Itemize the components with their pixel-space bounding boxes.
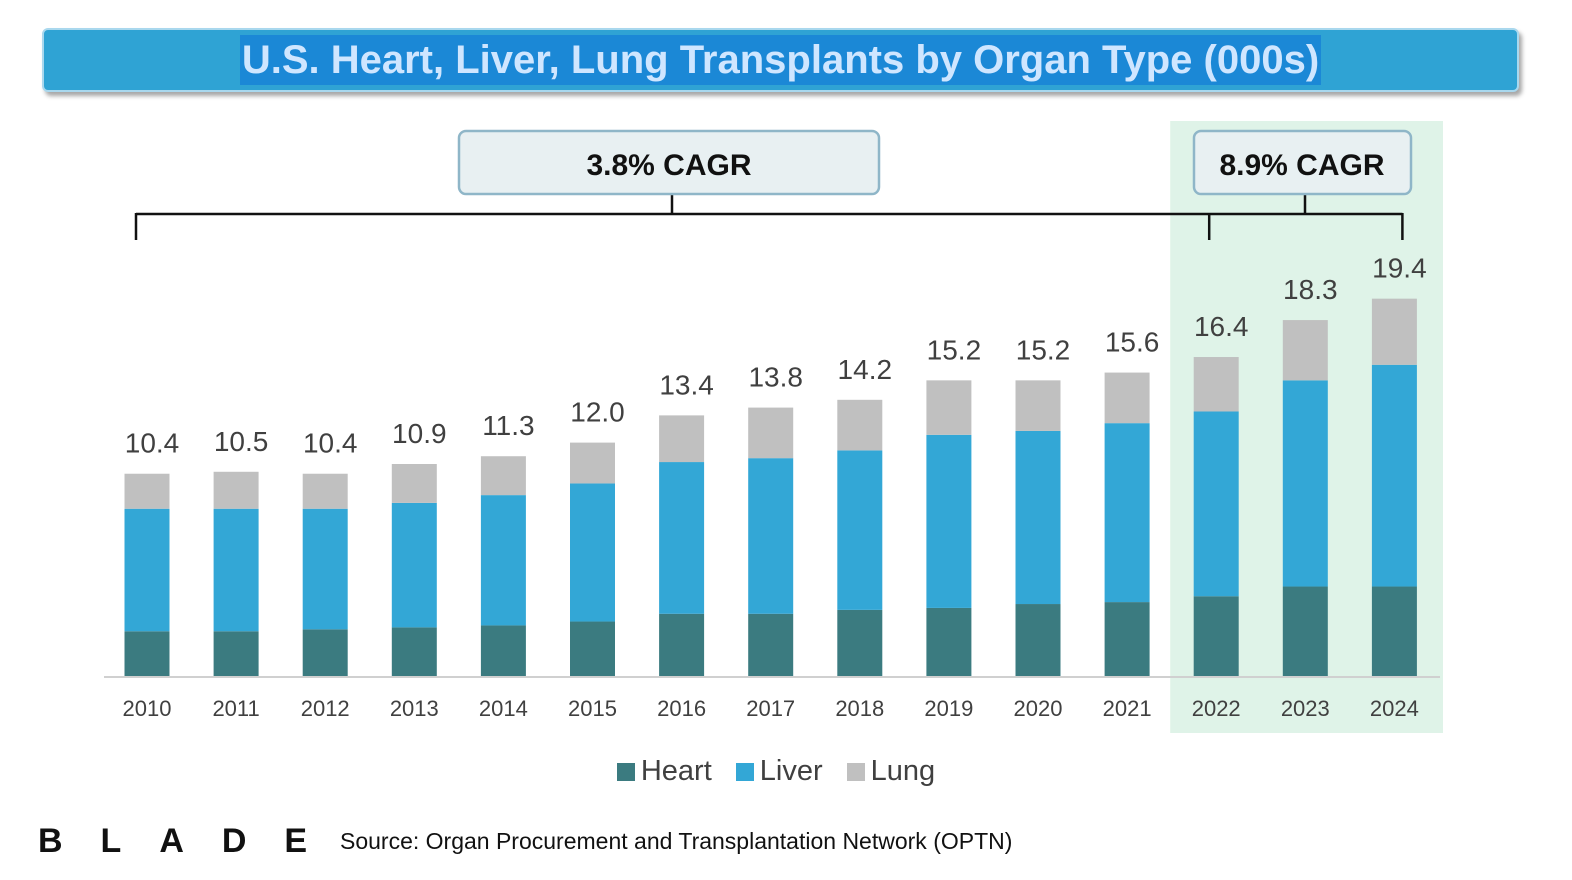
bar-liver-2024: [1371, 364, 1417, 587]
total-label-2023: 18.3: [1283, 274, 1338, 305]
x-tick-label-2024: 2024: [1370, 696, 1419, 721]
x-tick-label-2012: 2012: [301, 696, 350, 721]
legend-label: Heart: [640, 755, 712, 787]
total-label-2015: 12.0: [570, 397, 625, 428]
x-tick-label-2019: 2019: [924, 696, 973, 721]
bar-heart-2019: [926, 607, 972, 676]
bar-lung-2023: [1282, 320, 1328, 381]
bar-liver-2015: [570, 483, 615, 622]
total-label-2022: 16.4: [1194, 311, 1249, 342]
bar-liver-2020: [1015, 430, 1061, 605]
bar-lung-2012: [302, 473, 348, 509]
total-label-2014: 11.3: [482, 410, 534, 441]
legend-swatch-heart: [616, 762, 635, 781]
bar-lung-2010: [124, 473, 170, 509]
bar-liver-2010: [124, 508, 170, 632]
bar-heart-2012: [302, 629, 348, 676]
bar-liver-2011: [213, 508, 259, 632]
x-tick-label-2023: 2023: [1281, 696, 1330, 721]
title-bar: U.S. Heart, Liver, Lung Transplants by O…: [42, 28, 1519, 92]
bar-heart-2017: [748, 613, 794, 676]
cagr-box-1: [457, 129, 881, 196]
total-label-2017: 13.8: [748, 362, 803, 393]
cagr-label-2: 8.9% CAGR: [1219, 149, 1384, 182]
bar-heart-2015: [570, 621, 615, 676]
bar-heart-2011: [213, 631, 259, 676]
bar-lung-2021: [1104, 372, 1150, 424]
total-label-2021: 15.6: [1105, 327, 1160, 358]
total-label-2024: 19.4: [1372, 253, 1427, 284]
bar-liver-2021: [1104, 423, 1150, 603]
legend: Heart Liver Lung: [0, 755, 1552, 788]
bar-liver-2018: [837, 450, 883, 610]
legend-label: Lung: [870, 755, 936, 787]
bar-lung-2018: [837, 399, 883, 451]
total-label-2020: 15.2: [1016, 334, 1071, 365]
bar-lung-2020: [1015, 380, 1061, 431]
bar-heart-2024: [1371, 586, 1417, 676]
bar-lung-2017: [748, 407, 794, 459]
bar-lung-2022: [1193, 357, 1239, 412]
legend-swatch-lung: [846, 762, 865, 781]
bar-heart-2010: [124, 631, 170, 676]
bar-heart-2014: [480, 625, 526, 676]
total-label-2018: 14.2: [838, 354, 893, 385]
x-tick-label-2013: 2013: [390, 696, 439, 721]
bar-lung-2024: [1371, 298, 1417, 365]
cagr-label-1: 3.8% CAGR: [586, 149, 751, 182]
bar-heart-2020: [1015, 604, 1061, 676]
total-label-2010: 10.4: [125, 428, 180, 459]
x-tick-label-2021: 2021: [1103, 696, 1152, 721]
x-tick-label-2018: 2018: [835, 696, 884, 721]
total-label-2019: 15.2: [927, 334, 982, 365]
bar-liver-2016: [659, 462, 705, 614]
bar-lung-2019: [926, 380, 972, 435]
bar-liver-2012: [302, 508, 348, 630]
blade-logo: BLADE: [38, 822, 346, 860]
total-label-2011: 10.5: [214, 426, 269, 457]
source-note: Source: Organ Procurement and Transplant…: [340, 828, 1013, 854]
legend-label: Liver: [759, 755, 823, 787]
legend-item-lung: Lung: [846, 755, 936, 788]
x-tick-label-2014: 2014: [479, 696, 528, 721]
bar-liver-2013: [391, 502, 437, 628]
x-tick-label-2016: 2016: [657, 696, 706, 721]
bar-lung-2015: [570, 442, 615, 484]
x-tick-label-2011: 2011: [212, 696, 259, 721]
legend-item-liver: Liver: [735, 755, 823, 788]
bar-liver-2017: [748, 458, 794, 614]
chart-title: U.S. Heart, Liver, Lung Transplants by O…: [239, 35, 1322, 85]
bar-heart-2023: [1282, 586, 1328, 676]
bar-heart-2021: [1104, 602, 1150, 676]
total-label-2013: 10.9: [392, 418, 447, 449]
bar-heart-2013: [391, 627, 437, 676]
bar-liver-2014: [480, 495, 526, 626]
x-tick-label-2020: 2020: [1014, 696, 1063, 721]
bar-lung-2013: [391, 463, 437, 503]
bar-liver-2023: [1282, 380, 1328, 587]
bar-liver-2019: [926, 434, 972, 608]
legend-item-heart: Heart: [616, 755, 712, 788]
cagr-box-2: [1192, 129, 1413, 196]
x-tick-label-2022: 2022: [1192, 696, 1241, 721]
total-label-2016: 13.4: [659, 369, 714, 400]
bar-liver-2022: [1193, 411, 1239, 597]
x-tick-label-2010: 2010: [123, 696, 172, 721]
x-tick-label-2017: 2017: [746, 696, 795, 721]
bar-heart-2018: [837, 609, 883, 676]
bar-lung-2016: [659, 415, 705, 463]
x-tick-label-2015: 2015: [568, 696, 617, 721]
bar-lung-2014: [480, 456, 526, 496]
legend-swatch-liver: [735, 762, 754, 781]
bar-heart-2022: [1193, 596, 1239, 676]
bar-heart-2016: [659, 613, 705, 676]
total-label-2012: 10.4: [303, 428, 358, 459]
bar-lung-2011: [213, 471, 259, 509]
